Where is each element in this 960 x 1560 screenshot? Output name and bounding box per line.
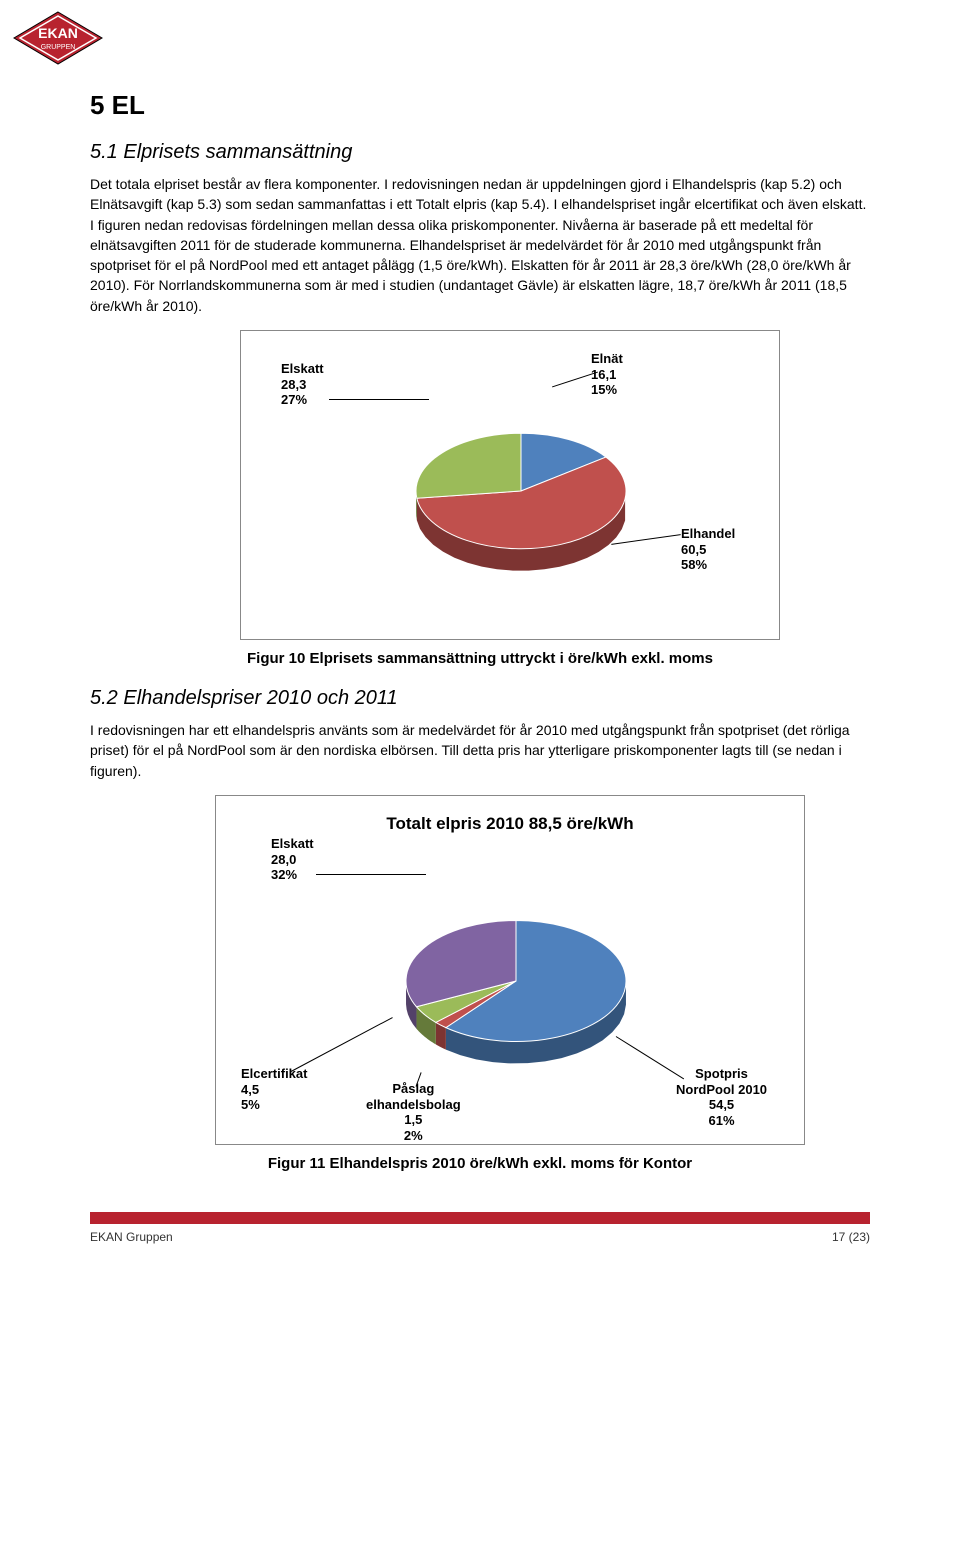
figure-2-chart: Totalt elpris 2010 88,5 öre/kWh Elskatt2… [215, 795, 805, 1145]
paragraph-1: Det totala elpriset består av flera komp… [90, 174, 870, 316]
logo-text-bottom: GRUPPEN [41, 44, 76, 51]
figure-2: Totalt elpris 2010 88,5 öre/kWh Elskatt2… [90, 795, 870, 1172]
figure-1-chart: Elskatt28,327% Elnät16,115% Elhandel60,5… [240, 330, 780, 640]
logo-text-top: EKAN [38, 25, 78, 41]
leader-line [329, 399, 429, 400]
slice-label-elcert: Elcertifikat4,55% [241, 1066, 307, 1113]
figure-2-caption: Figur 11 Elhandelspris 2010 öre/kWh exkl… [90, 1155, 870, 1172]
slice-label-paslag: Påslagelhandelsbolag1,52% [366, 1081, 461, 1143]
footer-left: EKAN Gruppen [90, 1230, 173, 1244]
footer-right: 17 (23) [832, 1230, 870, 1244]
section-heading: 5 EL [90, 90, 870, 121]
figure-1: Elskatt28,327% Elnät16,115% Elhandel60,5… [90, 330, 870, 667]
slice-label-elskatt: Elskatt28,327% [281, 361, 324, 408]
footer-bar [90, 1212, 870, 1224]
subsection-heading-1: 5.1 Elprisets sammansättning [90, 141, 870, 164]
page-footer: EKAN Gruppen 17 (23) [90, 1212, 870, 1244]
paragraph-2: I redovisningen har ett elhandelspris an… [90, 720, 870, 781]
slice-label-elhandel: Elhandel60,558% [681, 526, 735, 573]
slice-label-elnat: Elnät16,115% [591, 351, 623, 398]
slice-label-elskatt2: Elskatt28,032% [271, 836, 314, 883]
brand-logo: EKAN GRUPPEN [8, 8, 108, 73]
slice-label-spot: SpotprisNordPool 201054,561% [676, 1066, 767, 1128]
subsection-heading-2: 5.2 Elhandelspriser 2010 och 2011 [90, 687, 870, 710]
leader-line [316, 874, 426, 875]
figure-1-caption: Figur 10 Elprisets sammansättning uttryc… [90, 650, 870, 667]
